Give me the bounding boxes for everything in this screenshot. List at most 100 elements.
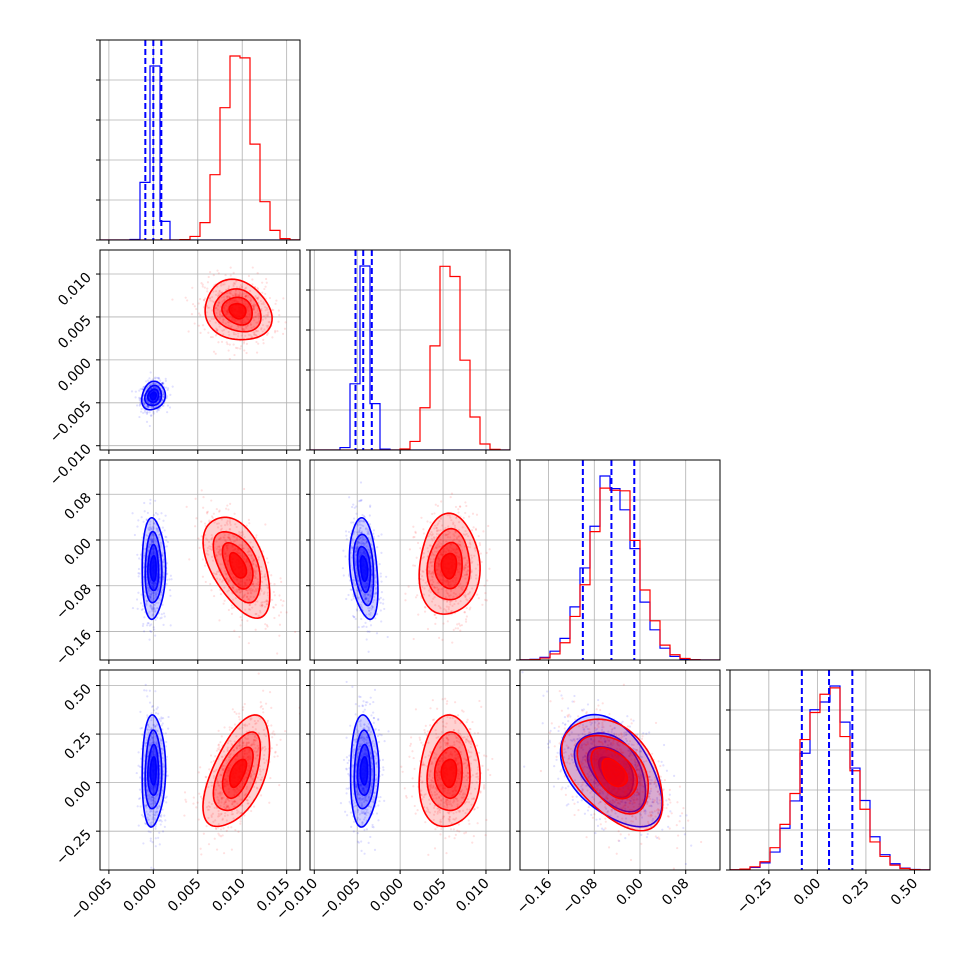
scatter-point bbox=[156, 810, 159, 814]
scatter-point bbox=[158, 377, 161, 380]
scatter-point bbox=[433, 586, 436, 589]
scatter-point bbox=[239, 284, 242, 287]
scatter-point bbox=[470, 554, 473, 557]
scatter-point bbox=[264, 309, 267, 312]
scatter-point bbox=[469, 606, 472, 609]
scatter-point bbox=[265, 306, 268, 310]
scatter-point bbox=[161, 388, 164, 392]
scatter-point bbox=[242, 594, 246, 597]
scatter-point bbox=[431, 583, 434, 586]
scatter-point bbox=[161, 722, 164, 725]
scatter-point bbox=[150, 742, 153, 745]
scatter-point bbox=[250, 554, 253, 558]
scatter-point bbox=[444, 609, 448, 612]
scatter-point bbox=[162, 558, 165, 562]
scatter-point bbox=[154, 800, 157, 803]
scatter-point bbox=[247, 518, 251, 521]
scatter-point bbox=[423, 610, 427, 613]
scatter-point bbox=[455, 537, 459, 541]
scatter-point bbox=[228, 343, 231, 346]
scatter-point bbox=[272, 606, 275, 609]
scatter-point bbox=[382, 663, 384, 665]
scatter-point bbox=[229, 528, 232, 531]
scatter-point bbox=[373, 573, 377, 577]
scatter-point bbox=[229, 740, 232, 743]
scatter-point bbox=[240, 334, 243, 337]
scatter-point bbox=[433, 550, 436, 553]
scatter-point bbox=[248, 603, 251, 607]
scatter-point bbox=[226, 523, 229, 526]
scatter-point bbox=[358, 529, 361, 532]
scatter-point bbox=[238, 291, 242, 295]
scatter-point bbox=[242, 547, 245, 550]
scatter-point bbox=[468, 541, 471, 545]
scatter-point bbox=[147, 723, 150, 726]
scatter-point bbox=[358, 523, 362, 526]
scatter-point bbox=[152, 412, 155, 415]
scatter-point bbox=[247, 598, 250, 601]
scatter-point bbox=[184, 798, 187, 801]
scatter-point bbox=[148, 725, 151, 728]
scatter-point bbox=[145, 804, 148, 807]
scatter-point bbox=[477, 597, 480, 600]
scatter-point bbox=[447, 529, 450, 533]
scatter-point bbox=[151, 383, 154, 386]
scatter-point bbox=[242, 533, 245, 536]
scatter-point bbox=[227, 536, 230, 539]
scatter-point bbox=[217, 792, 220, 795]
scatter-point bbox=[169, 594, 172, 597]
scatter-point bbox=[155, 707, 158, 711]
scatter-point bbox=[234, 294, 237, 297]
scatter-point bbox=[214, 352, 217, 355]
scatter-point bbox=[214, 307, 217, 310]
scatter-point bbox=[229, 326, 232, 329]
scatter-point bbox=[145, 806, 148, 809]
scatter-point bbox=[205, 511, 209, 514]
scatter-point bbox=[253, 303, 256, 306]
scatter-point bbox=[220, 518, 223, 521]
scatter-point bbox=[197, 324, 200, 327]
scatter-point bbox=[155, 601, 158, 605]
scatter-point bbox=[205, 304, 209, 308]
scatter-point bbox=[157, 601, 160, 604]
scatter-point bbox=[147, 528, 150, 531]
scatter-point bbox=[147, 818, 151, 821]
scatter-point bbox=[154, 618, 157, 621]
scatter-point bbox=[208, 306, 211, 309]
scatter-point bbox=[279, 577, 282, 580]
scatter-point bbox=[154, 593, 157, 596]
scatter-point bbox=[191, 303, 195, 306]
scatter-point bbox=[206, 512, 209, 515]
scatter-point bbox=[154, 690, 157, 693]
scatter-point bbox=[152, 732, 155, 735]
scatter-point bbox=[362, 542, 365, 545]
scatter-point bbox=[150, 716, 153, 719]
scatter-point bbox=[259, 299, 262, 303]
scatter-point bbox=[468, 515, 471, 518]
scatter-point bbox=[156, 382, 159, 386]
scatter-point bbox=[162, 560, 165, 564]
scatter-point bbox=[262, 728, 265, 732]
scatter-point bbox=[158, 518, 161, 521]
scatter-point bbox=[457, 622, 461, 625]
scatter-point bbox=[477, 535, 480, 538]
scatter-point bbox=[215, 540, 218, 543]
scatter-point bbox=[255, 296, 258, 300]
scatter-point bbox=[147, 549, 150, 552]
scatter-point bbox=[365, 545, 368, 548]
scatter-point bbox=[449, 536, 452, 539]
scatter-point bbox=[155, 410, 159, 413]
scatter-point bbox=[165, 562, 169, 565]
scatter-point bbox=[461, 526, 464, 529]
scatter-point bbox=[148, 638, 151, 641]
scatter-point bbox=[146, 793, 149, 796]
scatter-point bbox=[238, 588, 241, 591]
scatter-point bbox=[158, 782, 161, 785]
scatter-point bbox=[443, 608, 446, 611]
scatter-point bbox=[450, 599, 453, 603]
scatter-point bbox=[452, 628, 455, 631]
scatter-point bbox=[223, 536, 226, 539]
scatter-point bbox=[435, 586, 439, 589]
scatter-point bbox=[169, 589, 172, 592]
scatter-point bbox=[221, 329, 224, 332]
